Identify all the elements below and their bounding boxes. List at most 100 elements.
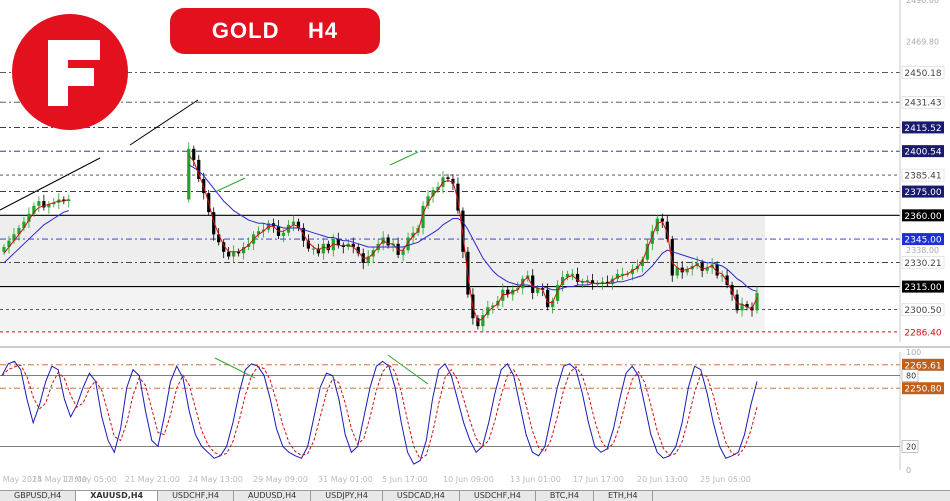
- x-tick-label: 29 May 09:00: [253, 475, 308, 484]
- level-label: 2345.00: [904, 236, 941, 246]
- candle: [222, 242, 226, 252]
- candle: [212, 212, 216, 235]
- stoch-k-line: [1, 360, 758, 465]
- price-scale-label: 2496.00: [906, 0, 939, 5]
- candle: [715, 264, 719, 276]
- candle: [22, 221, 26, 228]
- candle: [321, 243, 325, 254]
- symbol-tab[interactable]: BTC,H4: [536, 491, 594, 501]
- x-tick-label: 25 Jun 05:00: [700, 475, 751, 484]
- candle: [486, 307, 490, 316]
- candle: [421, 205, 425, 228]
- level-label: 2360.00: [904, 212, 941, 222]
- symbol-tab[interactable]: USDJPY,H4: [311, 491, 383, 501]
- x-tick-label: 21 May 21:00: [125, 475, 180, 484]
- candle: [481, 315, 485, 327]
- candle: [12, 234, 16, 241]
- candle: [396, 243, 400, 255]
- x-tick-label: 13 Jun 01:00: [510, 475, 561, 484]
- candle: [446, 177, 450, 179]
- osc-scale-label: 20: [906, 442, 916, 451]
- candle: [546, 289, 550, 308]
- candle: [42, 201, 46, 208]
- symbol-tab[interactable]: ETH,H4: [594, 491, 653, 501]
- candle: [580, 281, 585, 283]
- candle: [730, 285, 734, 295]
- candle: [27, 213, 31, 222]
- candle: [192, 148, 196, 160]
- symbol-tab[interactable]: USDCHF,H4: [158, 491, 235, 501]
- candle: [431, 190, 435, 197]
- candle: [217, 234, 221, 243]
- symbol-tab[interactable]: USDCAD,H4: [383, 491, 460, 501]
- candle: [316, 248, 320, 254]
- candle: [536, 288, 540, 293]
- chart-title: GOLD H4: [170, 8, 380, 54]
- level-label-bg: [901, 256, 945, 269]
- candle: [232, 251, 236, 257]
- symbol-tab[interactable]: GBPUSD,H4: [0, 491, 77, 501]
- candle: [356, 247, 360, 254]
- x-tick-label: 15 May 13:00: [32, 475, 87, 484]
- level-label: 2400.54: [904, 148, 941, 158]
- candle: [451, 178, 455, 184]
- level-label: 2385.41: [904, 172, 941, 182]
- candle: [660, 218, 664, 222]
- candle: [456, 183, 460, 211]
- candle: [7, 240, 11, 247]
- candle: [551, 300, 555, 308]
- level-label: 2415.52: [904, 124, 941, 134]
- candle: [650, 231, 654, 244]
- symbol-tab[interactable]: XAUUSD,H4: [76, 491, 159, 501]
- candle: [411, 232, 415, 238]
- candle: [511, 289, 515, 295]
- candle: [286, 224, 291, 233]
- level-label: 2300.50: [904, 306, 941, 316]
- level-label-bg: [902, 233, 944, 246]
- price-zone: [0, 215, 765, 287]
- candle: [725, 275, 729, 285]
- x-tick-label: 24 May 13:00: [188, 475, 243, 484]
- candle: [531, 275, 535, 293]
- x-tick-label: 5 Jun 17:00: [382, 475, 428, 484]
- symbol-tab[interactable]: AUDUSD,H4: [234, 491, 312, 501]
- candle: [570, 273, 575, 275]
- x-tick-label: 17 Jun 17:00: [573, 475, 624, 484]
- candle: [341, 245, 345, 247]
- level-label-bg: [902, 185, 944, 198]
- candle: [37, 201, 41, 206]
- candle: [237, 251, 241, 254]
- candle: [291, 221, 296, 225]
- symbol-tab[interactable]: USDCHF,H4: [460, 491, 536, 501]
- candle: [311, 248, 315, 250]
- candle: [476, 318, 480, 327]
- level-label-bg: [902, 209, 944, 222]
- candle: [227, 251, 231, 257]
- symbol-label: GOLD: [211, 18, 280, 43]
- candle: [521, 278, 525, 289]
- osc-scale-label: 100: [906, 348, 921, 357]
- level-label-bg: [902, 121, 944, 134]
- candle: [386, 237, 390, 246]
- candle: [17, 228, 21, 235]
- timeframe-label: H4: [307, 18, 339, 43]
- candle: [675, 267, 679, 276]
- candle: [600, 281, 605, 284]
- candle: [755, 292, 759, 311]
- ma-fast-line: [3, 199, 69, 254]
- candle: [351, 243, 355, 247]
- candle: [67, 199, 71, 202]
- level-label-bg: [901, 168, 945, 182]
- level-label: 2375.00: [904, 188, 941, 198]
- candle: [256, 231, 261, 235]
- candle: [640, 259, 644, 266]
- flag-f-logo-icon: [10, 12, 130, 132]
- osc-scale-label: 0: [906, 466, 911, 475]
- candle: [32, 205, 36, 214]
- x-tick-label: 10 Jun 09:00: [443, 475, 494, 484]
- ma-fast-line: [188, 154, 758, 323]
- level-label: 2315.00: [904, 283, 941, 293]
- candle: [242, 247, 246, 254]
- candle: [745, 304, 749, 308]
